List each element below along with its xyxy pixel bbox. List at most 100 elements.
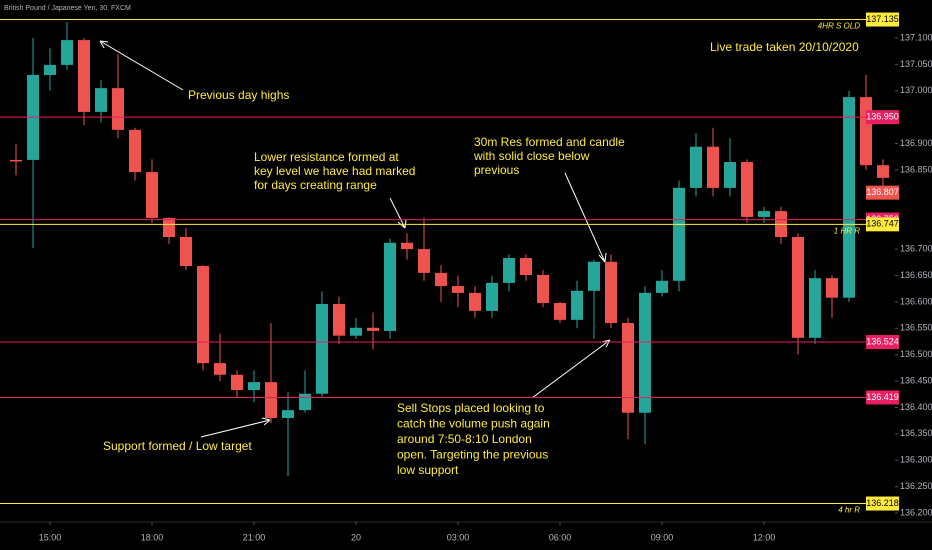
annotation: around 7:50-8:10 London	[397, 432, 532, 446]
candle-body	[78, 40, 90, 112]
level-label: 137.135	[866, 14, 899, 24]
y-tick-label: 136.700	[900, 243, 932, 253]
y-tick-label: 136.850	[900, 164, 932, 174]
level-name: 4 hr R	[838, 506, 860, 515]
candle-body	[469, 292, 481, 311]
last-price-label: 136.807	[866, 187, 899, 197]
level-label: 136.218	[866, 498, 899, 508]
x-tick-label: 03:00	[447, 532, 470, 542]
candle-body	[809, 278, 821, 338]
x-tick-label: 15:00	[39, 532, 62, 542]
y-tick-label: 136.600	[900, 296, 932, 306]
candle-body	[741, 162, 753, 217]
candle-body	[724, 162, 736, 188]
annotation: Support formed / Low target	[103, 439, 252, 453]
level-label: 136.419	[866, 392, 899, 402]
x-tick-label: 12:00	[753, 532, 776, 542]
candle-body	[656, 280, 668, 293]
candle-body	[690, 146, 702, 188]
level-label-box	[866, 496, 899, 511]
candle-body	[44, 64, 56, 75]
candle-body	[792, 236, 804, 338]
level-label-box	[866, 390, 899, 405]
annotation: 30m Res formed and candle	[474, 135, 625, 149]
y-tick-label: 137.100	[900, 32, 932, 42]
annotation: with solid close below	[473, 149, 590, 163]
candle-body	[707, 146, 719, 188]
level-label-box	[866, 12, 899, 27]
candle-body	[146, 172, 158, 218]
candle-body	[588, 261, 600, 291]
candle-body	[401, 242, 413, 250]
candle-body	[180, 236, 192, 267]
annotation: Previous day highs	[188, 88, 289, 102]
candle-body	[877, 165, 889, 178]
annotation: Sell Stops placed looking to	[397, 401, 545, 415]
x-tick-label: 18:00	[141, 532, 164, 542]
candle-body	[129, 129, 141, 173]
overlay: Live trade taken 20/10/2020 Previous day …	[99, 40, 859, 477]
level-label: 136.524	[866, 336, 899, 346]
annotation: Live trade taken 20/10/2020	[710, 40, 859, 54]
candle-body	[826, 278, 838, 298]
y-tick-label: 136.500	[900, 349, 932, 359]
candle-body	[605, 261, 617, 324]
candle-body	[860, 97, 872, 166]
chart-title: British Pound / Japanese Yen, 30, FXCM	[4, 5, 131, 12]
x-tick-label: 20	[351, 532, 361, 542]
candle-body	[333, 304, 345, 336]
level-label-box	[866, 217, 899, 232]
candle-body	[554, 302, 566, 320]
y-tick-label: 136.450	[900, 375, 932, 385]
candle-body	[673, 187, 685, 281]
annotation: for days creating range	[254, 178, 377, 192]
y-tick-label: 137.050	[900, 59, 932, 69]
y-tick-label: 136.550	[900, 323, 932, 333]
level-label-box	[866, 335, 899, 350]
candle-body	[95, 88, 107, 112]
candle-body	[231, 374, 243, 391]
x-tick-label: 21:00	[243, 532, 266, 542]
y-tick-label: 136.650	[900, 270, 932, 280]
y-tick-label: 136.250	[900, 481, 932, 491]
last-price-box	[866, 185, 899, 200]
level-label-box	[866, 110, 899, 125]
candle-body	[486, 282, 498, 311]
arrow	[564, 172, 607, 263]
candle-body	[843, 97, 855, 298]
y-tick-label: 136.300	[900, 455, 932, 465]
level-label: 136.747	[866, 219, 899, 229]
level-name: 1 HR R	[834, 226, 860, 235]
candle-body	[418, 249, 430, 273]
annotation: open. Targeting the previous	[397, 448, 548, 462]
y-tick-label: 136.400	[900, 402, 932, 412]
candle-body	[350, 327, 362, 336]
candle-body	[265, 382, 277, 419]
plot-area	[10, 22, 889, 477]
candle-body	[163, 217, 175, 237]
candle-body	[282, 410, 294, 419]
candle-body	[639, 292, 651, 413]
candle-body	[10, 159, 22, 162]
candle-body	[367, 327, 379, 331]
annotation: key level we have had marked	[254, 164, 415, 178]
x-tick-label: 06:00	[549, 532, 572, 542]
candle-body	[520, 258, 532, 275]
candle-body	[503, 258, 515, 283]
candle-body	[537, 274, 549, 303]
annotation: previous	[474, 163, 519, 177]
level-label: 136.950	[866, 112, 899, 122]
candle-body	[248, 382, 260, 391]
candle-body	[571, 290, 583, 320]
y-tick-label: 136.200	[900, 507, 932, 517]
candle-body	[316, 304, 328, 394]
candle-body	[758, 211, 770, 217]
y-tick-label: 137.000	[900, 85, 932, 95]
candle-body	[112, 88, 124, 130]
candle-body	[435, 272, 447, 287]
arrow	[200, 417, 271, 438]
candle-body	[452, 286, 464, 293]
annotation: Lower resistance formed at	[254, 150, 399, 164]
